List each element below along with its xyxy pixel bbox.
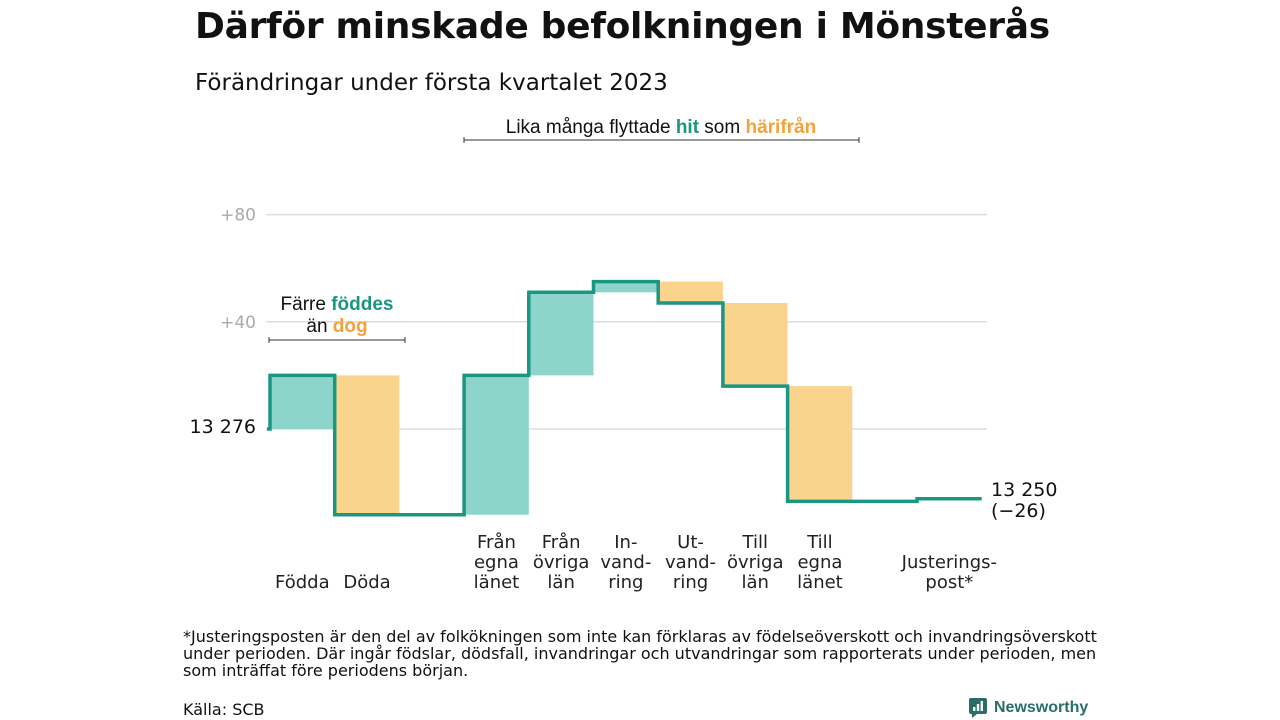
category-label: Justerings-post* [901, 552, 997, 593]
brand-name: Newsworthy [994, 699, 1089, 716]
category-label-line: In- [614, 532, 637, 553]
migration-annotation-mid: som [699, 117, 745, 138]
category-label-line: Ut- [677, 532, 704, 553]
births-annotation-text: Färre [281, 294, 332, 315]
bar [464, 375, 529, 515]
source-label: Källa: SCB [183, 700, 265, 719]
category-label-line: län [547, 572, 574, 593]
category-label-line: vand- [600, 552, 651, 573]
chart-title: Därför minskade befolkningen i Mönsterås [195, 6, 1050, 47]
category-label-line: post* [925, 572, 973, 593]
bar [593, 281, 659, 293]
category-label-line: ring [673, 572, 708, 593]
category-label: Döda [343, 572, 390, 593]
category-label-line: länet [474, 572, 520, 593]
deaths-annotation-text: än [306, 316, 332, 337]
start-value-label: 13 276 [190, 416, 256, 438]
births-annotation-highlight: föddes [331, 294, 393, 315]
bar [270, 375, 335, 429]
category-label: Från egna länet [474, 532, 520, 593]
migration-bracket [463, 137, 860, 143]
end-value-label: 13 250 [991, 479, 1057, 501]
category-label-line: Justerings- [901, 552, 997, 573]
bar [334, 375, 400, 515]
migration-annotation-highlight-in: hit [676, 117, 700, 138]
category-label-line: övriga [533, 552, 590, 573]
end-change-label: (−26) [991, 500, 1046, 522]
bar [722, 303, 788, 387]
bar [787, 386, 853, 502]
migration-annotation-text: Lika många flyttade [506, 117, 676, 138]
chart-subtitle: Förändringar under första kvartalet 2023 [195, 70, 668, 96]
category-label-line: länet [797, 572, 843, 593]
category-label-line: Till [742, 532, 768, 553]
category-label: Till egna länet [797, 532, 843, 593]
category-label: Till övriga län [727, 532, 784, 593]
births-annotation: Färre föddes än dog [268, 294, 406, 343]
svg-text:än dog: än dog [306, 316, 367, 337]
svg-text:Färre föddes: Färre föddes [281, 294, 394, 315]
deaths-annotation-highlight: dog [333, 316, 368, 337]
svg-text:Lika många flyttade hit som hä: Lika många flyttade hit som härifrån [506, 117, 816, 138]
category-label: Från övriga län [533, 532, 590, 593]
migration-annotation: Lika många flyttade hit som härifrån [463, 117, 860, 143]
brand: Newsworthy [968, 697, 1088, 719]
category-label-line: län [742, 572, 769, 593]
category-label-line: Födda [275, 572, 330, 593]
migration-annotation-highlight-out: härifrån [745, 117, 816, 138]
births-bracket [268, 337, 406, 343]
category-label-line: övriga [727, 552, 784, 573]
category-label-line: egna [474, 552, 519, 573]
bar [528, 292, 594, 376]
category-label-line: Från [542, 532, 581, 553]
newsworthy-logo-icon [969, 698, 987, 718]
category-label: In-vand-ring [600, 532, 651, 593]
category-label-line: Till [806, 532, 832, 553]
category-label-line: Från [477, 532, 516, 553]
category-label-line: Döda [343, 572, 390, 593]
y-tick-labels: +40 +80 [220, 206, 256, 333]
category-label: Födda [275, 572, 330, 593]
category-label: Ut-vand-ring [665, 532, 716, 593]
category-label-line: ring [608, 572, 643, 593]
footnote: *Justeringsposten är den del av folkökni… [183, 627, 1097, 680]
step-line [267, 279, 982, 517]
cumulative-step-line [267, 279, 982, 517]
bar [658, 281, 723, 304]
y-tick-label: +80 [220, 206, 256, 226]
category-label-line: egna [797, 552, 842, 573]
bars [270, 281, 853, 515]
category-label-line: vand- [665, 552, 716, 573]
y-tick-label: +40 [220, 313, 256, 333]
